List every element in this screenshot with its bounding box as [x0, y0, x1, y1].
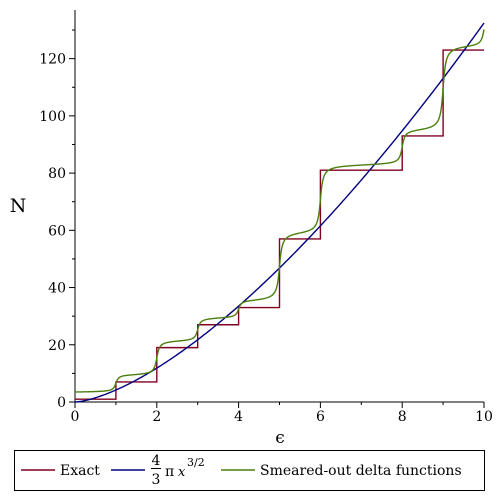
legend-label-exact: Exact: [60, 463, 100, 479]
y-tick-label: 60: [48, 223, 66, 239]
legend-label-smeared: Smeared-out delta functions: [260, 463, 462, 479]
x-axis-ticks: 0 2 4 6 8 10: [71, 402, 493, 425]
axes: [74, 10, 484, 403]
x-axis-label: ϵ: [275, 428, 285, 448]
x-tick-label: 2: [152, 409, 161, 425]
series-layer: [74, 22, 485, 403]
x-tick-label: 10: [475, 409, 493, 425]
x-tick-label: 6: [316, 409, 325, 425]
y-axis-ticks: 0 20 40 60 80 100 120: [39, 29, 75, 411]
legend-variable: x: [178, 465, 186, 480]
legend: Exact 4 3 π x 3/2 Smeared-out delta func…: [14, 450, 485, 491]
y-tick-label: 80: [48, 166, 66, 182]
y-axis-label: N: [10, 195, 27, 217]
series-smeared-line: [75, 29, 485, 393]
legend-pi-symbol: π: [165, 464, 174, 480]
y-tick-label: 100: [39, 109, 66, 125]
series-exact-line: [75, 49, 484, 400]
x-tick-label: 8: [398, 409, 407, 425]
plot-area: 0 2 4 6 8 10 0 20 40 60 80 100 120: [39, 10, 493, 425]
y-tick-label: 20: [48, 338, 66, 354]
legend-exponent: 3/2: [187, 456, 205, 469]
series-power-law-line: [74, 22, 485, 403]
y-tick-label: 0: [57, 395, 66, 411]
legend-fraction-numerator: 4: [152, 453, 161, 469]
x-tick-label: 0: [71, 409, 80, 425]
y-tick-label: 40: [48, 281, 66, 297]
x-tick-label: 4: [234, 409, 243, 425]
legend-fraction-denominator: 3: [152, 472, 161, 488]
y-tick-label: 120: [39, 52, 66, 68]
